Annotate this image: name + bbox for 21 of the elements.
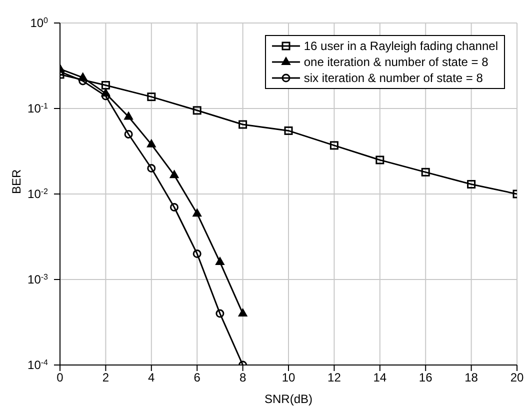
legend-label: six iteration & number of state = 8 [304, 70, 483, 86]
x-tick-label: 20 [510, 370, 524, 385]
y-tick-label: 10$^{-3}$ [28, 272, 49, 286]
x-tick-label: 2 [102, 370, 110, 385]
y-tick-label: 10$^{-1}$ [28, 101, 49, 116]
x-tick-label: 10 [282, 370, 296, 385]
x-tick-label: 12 [328, 370, 342, 385]
y-tick-label: 10$^{-4}$ [28, 358, 49, 372]
x-tick-label: 8 [239, 370, 246, 385]
legend-label: 16 user in a Rayleigh fading channel [304, 38, 498, 54]
x-tick-label: 14 [373, 370, 387, 385]
x-tick-label: 16 [418, 370, 433, 385]
y-axis-title: BER [9, 168, 24, 194]
x-tick-label: 4 [148, 370, 156, 385]
y-tick-label: 10$^{0}$ [30, 16, 49, 30]
y-tick-label: 10$^{-2}$ [28, 186, 49, 201]
x-axis-title: SNR(dB) [264, 392, 313, 406]
x-tick-label: 0 [56, 370, 64, 385]
x-tick-label: 6 [194, 370, 201, 385]
x-tick-label: 18 [464, 370, 478, 385]
legend-label: one iteration & number of state = 8 [304, 54, 488, 70]
